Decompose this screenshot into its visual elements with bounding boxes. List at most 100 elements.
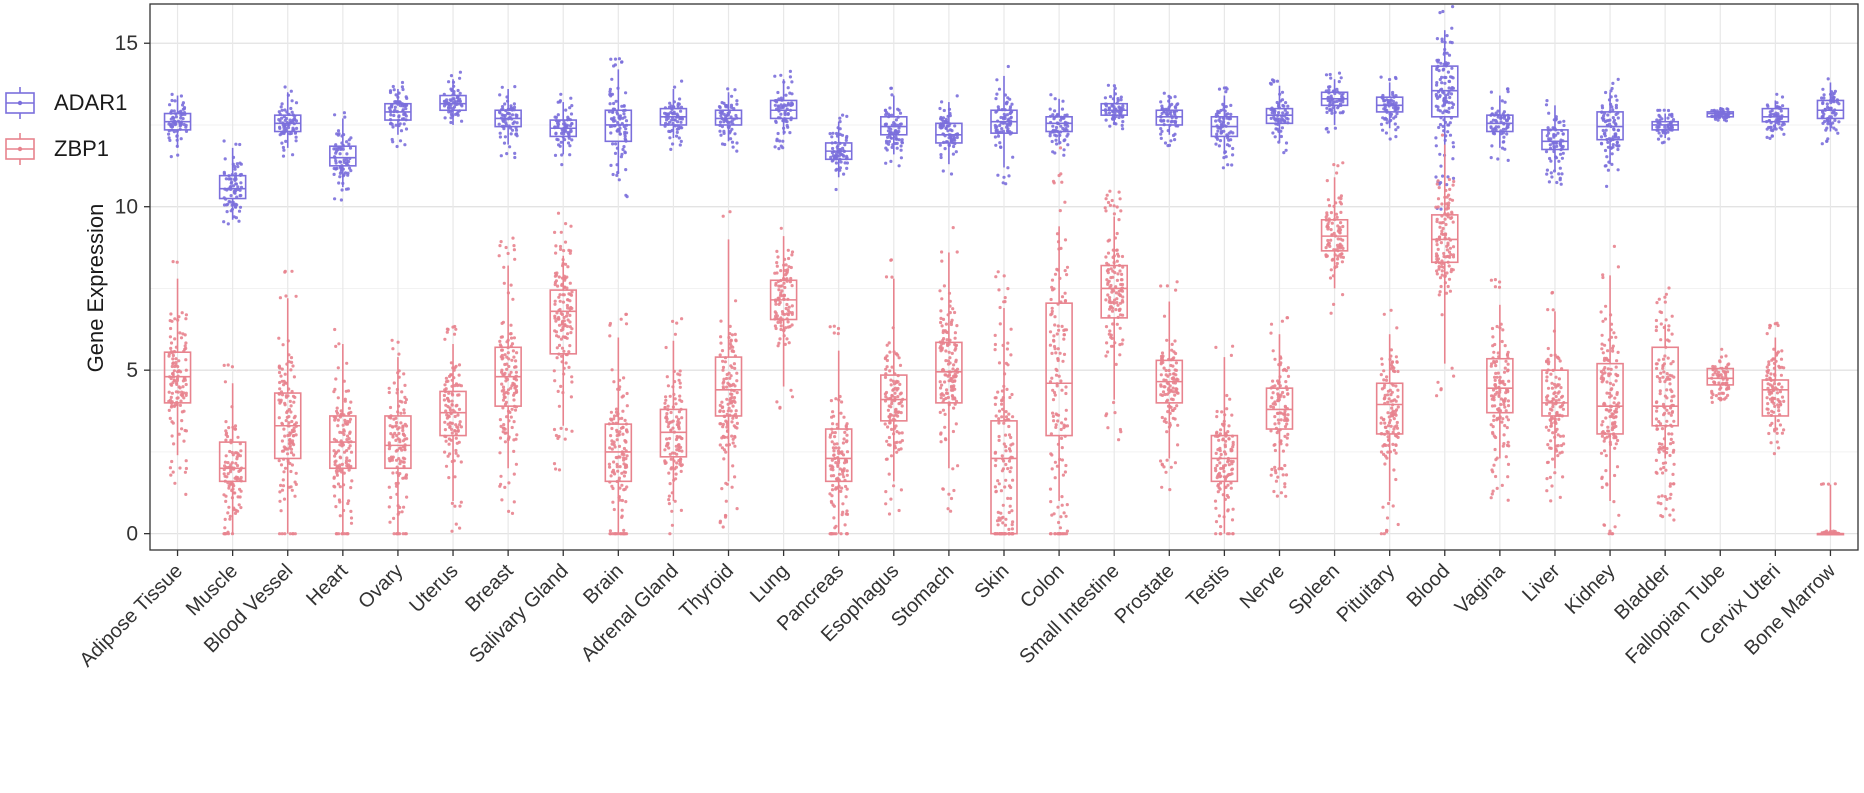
data-point bbox=[391, 347, 395, 351]
data-point bbox=[617, 444, 622, 448]
data-point bbox=[1765, 103, 1769, 107]
data-point bbox=[618, 430, 622, 434]
data-point bbox=[730, 333, 735, 337]
data-point bbox=[459, 460, 463, 464]
data-point bbox=[731, 145, 735, 149]
data-point bbox=[1057, 173, 1061, 178]
data-point bbox=[1546, 126, 1550, 130]
data-point bbox=[843, 143, 847, 147]
data-point bbox=[1050, 306, 1054, 310]
data-point bbox=[1280, 319, 1284, 323]
data-point bbox=[778, 405, 782, 409]
data-point bbox=[1003, 116, 1007, 120]
data-point bbox=[1230, 413, 1234, 417]
data-point bbox=[832, 324, 836, 328]
data-point bbox=[1500, 99, 1504, 103]
data-point bbox=[946, 343, 950, 348]
data-point bbox=[557, 295, 561, 299]
data-point bbox=[514, 462, 519, 466]
data-point bbox=[553, 379, 557, 383]
data-point bbox=[499, 424, 503, 428]
data-point bbox=[1058, 146, 1063, 150]
data-point bbox=[1549, 171, 1553, 175]
data-point bbox=[997, 421, 1001, 425]
data-point bbox=[388, 89, 393, 93]
data-point bbox=[349, 486, 353, 490]
data-point bbox=[718, 129, 722, 133]
data-point bbox=[557, 315, 561, 320]
data-point bbox=[182, 439, 186, 443]
data-point bbox=[669, 147, 673, 151]
data-point bbox=[953, 331, 958, 335]
data-point bbox=[281, 478, 285, 482]
data-point bbox=[845, 509, 849, 513]
data-point bbox=[675, 434, 679, 439]
data-point bbox=[949, 135, 953, 139]
data-point bbox=[1001, 521, 1005, 525]
data-point bbox=[1834, 112, 1838, 116]
data-point bbox=[1599, 135, 1604, 139]
data-point bbox=[1327, 85, 1331, 89]
data-point bbox=[394, 438, 398, 442]
data-point bbox=[451, 97, 455, 101]
data-point bbox=[1171, 398, 1175, 402]
data-point bbox=[1227, 138, 1231, 142]
data-point bbox=[566, 265, 570, 269]
data-point bbox=[997, 434, 1001, 439]
data-point bbox=[501, 406, 505, 410]
data-point bbox=[993, 348, 997, 352]
data-point bbox=[1656, 137, 1661, 141]
data-point bbox=[167, 136, 171, 140]
data-point bbox=[993, 485, 998, 489]
data-point bbox=[505, 362, 509, 366]
data-point bbox=[1004, 462, 1008, 467]
data-point bbox=[1439, 61, 1443, 65]
data-point bbox=[1219, 452, 1223, 457]
data-point bbox=[720, 405, 724, 410]
data-point bbox=[1396, 125, 1400, 129]
data-point bbox=[1059, 436, 1064, 440]
data-point bbox=[349, 450, 354, 454]
data-point bbox=[841, 146, 845, 150]
data-point bbox=[179, 94, 183, 98]
data-point bbox=[290, 419, 294, 424]
data-point bbox=[1108, 203, 1112, 207]
data-point bbox=[1159, 127, 1163, 131]
data-point bbox=[169, 405, 173, 409]
data-point bbox=[997, 438, 1001, 442]
data-point bbox=[680, 79, 684, 83]
data-point bbox=[835, 422, 839, 426]
data-point bbox=[775, 249, 779, 253]
data-point bbox=[997, 516, 1001, 520]
data-point bbox=[343, 418, 347, 422]
data-point bbox=[892, 484, 896, 488]
data-point bbox=[559, 92, 563, 96]
data-point bbox=[561, 300, 566, 304]
data-point bbox=[279, 483, 283, 487]
data-point bbox=[498, 339, 502, 343]
data-point bbox=[1117, 190, 1121, 194]
data-point bbox=[1271, 405, 1276, 409]
data-point bbox=[667, 494, 672, 498]
data-point bbox=[1281, 368, 1285, 372]
data-point bbox=[954, 374, 958, 378]
data-point bbox=[1440, 37, 1444, 41]
data-point bbox=[1713, 117, 1718, 121]
data-point bbox=[514, 437, 518, 441]
data-point bbox=[780, 284, 784, 288]
data-point bbox=[1006, 496, 1010, 500]
data-point bbox=[283, 108, 287, 112]
data-point bbox=[787, 341, 791, 345]
data-point bbox=[222, 472, 226, 476]
data-point bbox=[1269, 404, 1273, 409]
data-point bbox=[1285, 111, 1289, 115]
data-point bbox=[623, 151, 627, 155]
data-point bbox=[734, 113, 738, 118]
data-point bbox=[395, 434, 399, 438]
data-point bbox=[1217, 87, 1222, 91]
data-point bbox=[1229, 486, 1233, 490]
data-point bbox=[1053, 323, 1057, 327]
data-point bbox=[789, 388, 793, 392]
data-point bbox=[725, 425, 729, 429]
data-point bbox=[1606, 145, 1610, 149]
